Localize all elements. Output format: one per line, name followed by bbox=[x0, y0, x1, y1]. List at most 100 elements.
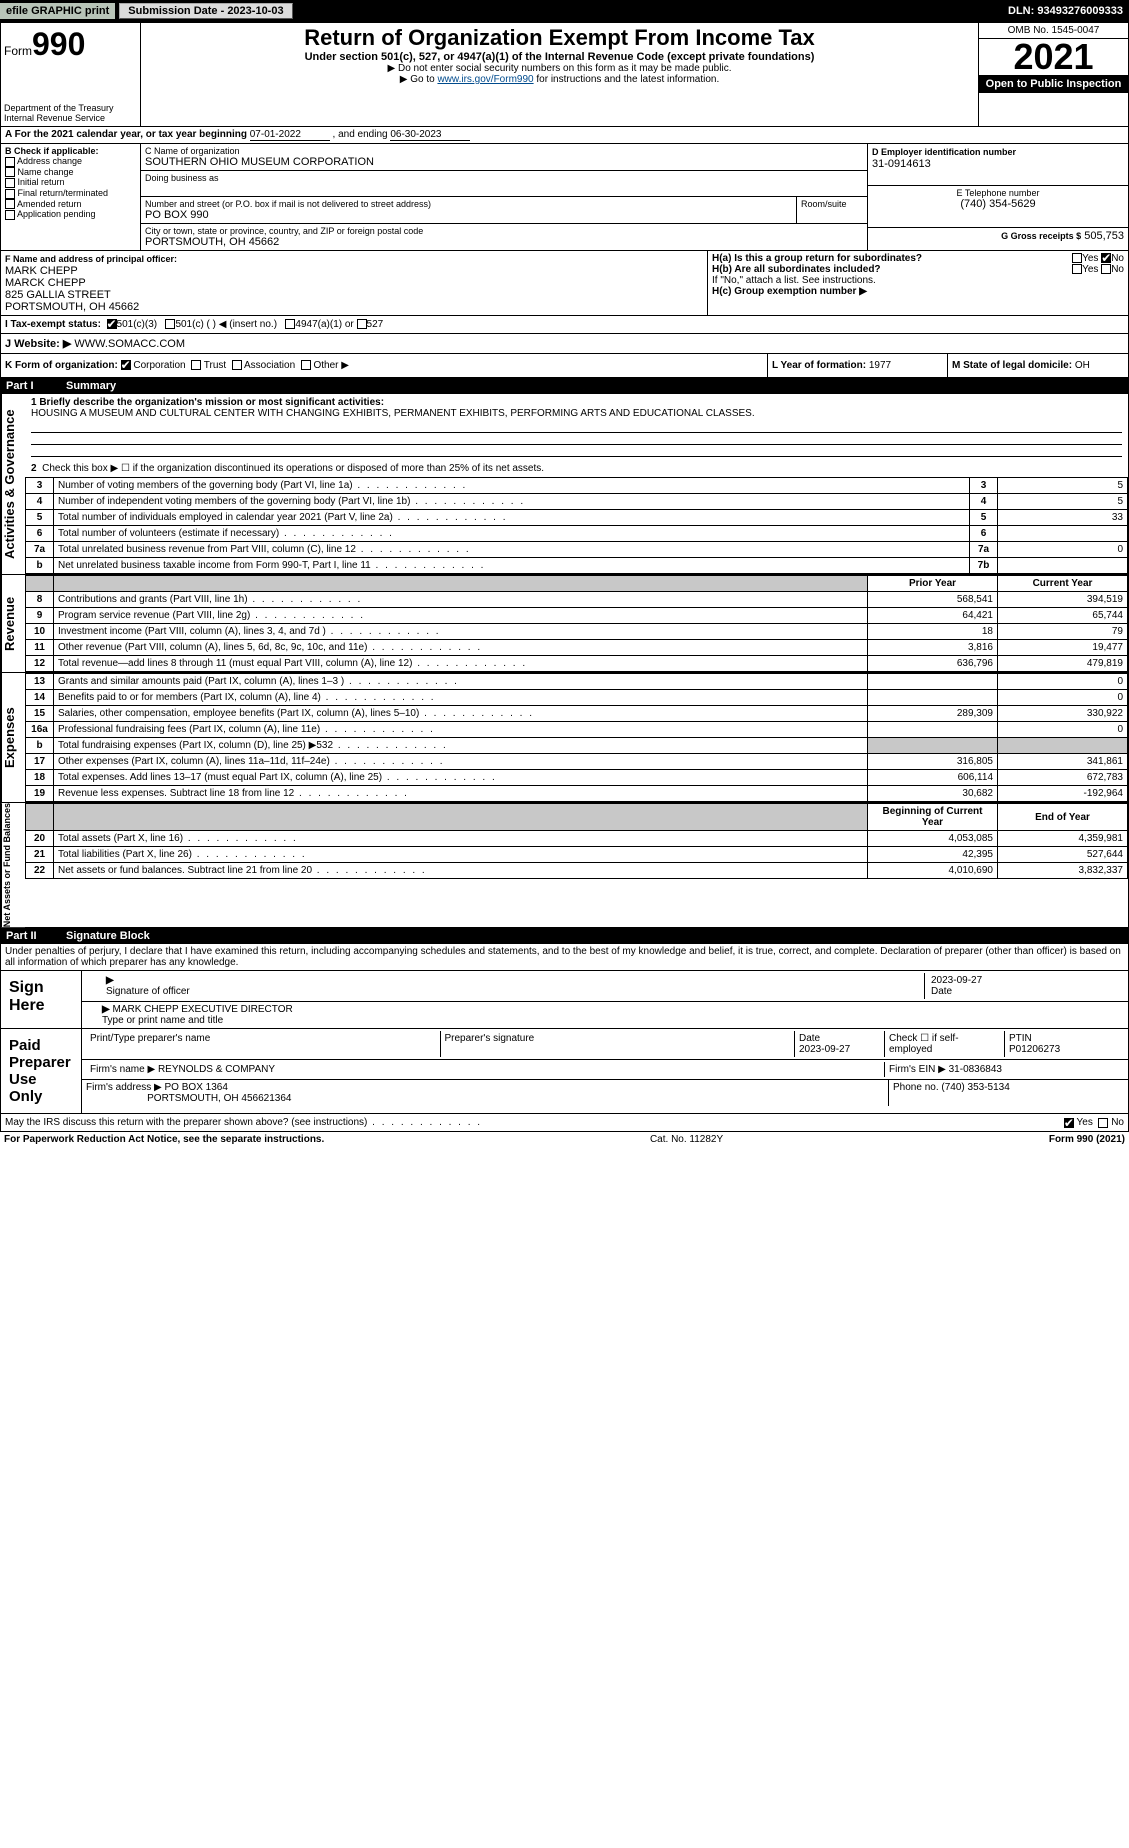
ein-value: 31-0914613 bbox=[872, 158, 1124, 170]
sig-date: 2023-09-27 bbox=[931, 975, 982, 986]
efile-badge: efile GRAPHIC print bbox=[0, 3, 115, 19]
officer-line4: PORTSMOUTH, OH 45662 bbox=[5, 301, 703, 313]
part1-header: Part ISummary bbox=[0, 378, 1129, 394]
paid-preparer-label: Paid Preparer Use Only bbox=[1, 1029, 81, 1113]
501c3-checkbox[interactable] bbox=[107, 319, 117, 329]
sign-here-block: Sign Here ▶Signature of officer 2023-09-… bbox=[0, 971, 1129, 1029]
corp-checkbox[interactable] bbox=[121, 360, 131, 370]
table-row: 3Number of voting members of the governi… bbox=[26, 478, 1128, 494]
box-b-option: Amended return bbox=[5, 199, 136, 210]
phone-value: (740) 354-5629 bbox=[872, 198, 1124, 210]
table-row: 4Number of independent voting members of… bbox=[26, 494, 1128, 510]
ha-label: H(a) Is this a group return for subordin… bbox=[712, 253, 922, 264]
hc-label: H(c) Group exemption number ▶ bbox=[712, 286, 867, 297]
table-row: 8Contributions and grants (Part VIII, li… bbox=[26, 592, 1128, 608]
dept-label: Department of the Treasury bbox=[4, 103, 137, 113]
discuss-yes-checkbox[interactable] bbox=[1064, 1118, 1074, 1128]
penalty-text: Under penalties of perjury, I declare th… bbox=[0, 944, 1129, 971]
table-row: bTotal fundraising expenses (Part IX, co… bbox=[26, 738, 1128, 754]
year-formation: 1977 bbox=[869, 360, 891, 371]
table-row: 16aProfessional fundraising fees (Part I… bbox=[26, 722, 1128, 738]
officer-line2: MARCK CHEPP bbox=[5, 277, 703, 289]
box-m-label: M State of legal domicile: bbox=[952, 360, 1072, 371]
hb-no-checkbox[interactable] bbox=[1101, 264, 1111, 274]
box-c-name-label: C Name of organization bbox=[145, 146, 863, 156]
footer: For Paperwork Reduction Act Notice, see … bbox=[0, 1132, 1129, 1147]
501c-checkbox[interactable] bbox=[165, 319, 175, 329]
expenses-table: 13Grants and similar amounts paid (Part … bbox=[25, 673, 1128, 802]
officer-line1: MARK CHEPP bbox=[5, 265, 703, 277]
table-row: 10Investment income (Part VIII, column (… bbox=[26, 624, 1128, 640]
open-to-public-badge: Open to Public Inspection bbox=[979, 75, 1128, 93]
netassets-table: Beginning of Current YearEnd of Year 20T… bbox=[25, 803, 1128, 879]
header: Form990 Department of the Treasury Inter… bbox=[0, 22, 1129, 127]
room-label: Room/suite bbox=[801, 199, 863, 209]
prep-date: 2023-09-27 bbox=[799, 1044, 850, 1055]
hb-yes-checkbox[interactable] bbox=[1072, 264, 1082, 274]
4947-checkbox[interactable] bbox=[285, 319, 295, 329]
officer-name-title: MARK CHEPP EXECUTIVE DIRECTOR bbox=[112, 1004, 292, 1015]
box-b-option: Initial return bbox=[5, 177, 136, 188]
top-bar: efile GRAPHIC print Submission Date - 20… bbox=[0, 0, 1129, 22]
box-b-option: Name change bbox=[5, 167, 136, 178]
tax-year: 2021 bbox=[979, 39, 1128, 75]
gross-receipts-value: 505,753 bbox=[1084, 230, 1124, 242]
table-row: 19Revenue less expenses. Subtract line 1… bbox=[26, 786, 1128, 802]
street-value: PO BOX 990 bbox=[145, 209, 792, 221]
table-row: 22Net assets or fund balances. Subtract … bbox=[26, 863, 1128, 879]
box-b-option: Final return/terminated bbox=[5, 188, 136, 199]
table-row: 20Total assets (Part X, line 16)4,053,08… bbox=[26, 831, 1128, 847]
other-checkbox[interactable] bbox=[301, 360, 311, 370]
sidebar-expenses: Expenses bbox=[1, 673, 25, 802]
527-checkbox[interactable] bbox=[357, 319, 367, 329]
dln-label: DLN: 93493276009333 bbox=[1008, 5, 1129, 17]
part1-body: Activities & Governance 1 Briefly descri… bbox=[0, 394, 1129, 575]
box-l-label: L Year of formation: bbox=[772, 360, 866, 371]
website-row: J Website: ▶ WWW.SOMACC.COM bbox=[0, 334, 1129, 354]
table-row: 14Benefits paid to or for members (Part … bbox=[26, 690, 1128, 706]
ha-no-checkbox[interactable] bbox=[1101, 253, 1111, 263]
firm-phone: (740) 353-5134 bbox=[941, 1082, 1009, 1093]
hb-label: H(b) Are all subordinates included? bbox=[712, 264, 881, 275]
street-label: Number and street (or P.O. box if mail i… bbox=[145, 199, 792, 209]
paid-preparer-block: Paid Preparer Use Only Print/Type prepar… bbox=[0, 1029, 1129, 1114]
entity-block: B Check if applicable: Address change Na… bbox=[0, 144, 1129, 251]
box-i-label: I Tax-exempt status: bbox=[5, 319, 101, 330]
firm-addr2: PORTSMOUTH, OH 456621364 bbox=[147, 1093, 291, 1104]
table-row: 5Total number of individuals employed in… bbox=[26, 510, 1128, 526]
form-number: Form990 bbox=[4, 26, 137, 63]
klm-row: K Form of organization: Corporation Trus… bbox=[0, 354, 1129, 378]
hb-note: If "No," attach a list. See instructions… bbox=[712, 275, 1124, 286]
box-k-label: K Form of organization: bbox=[5, 360, 118, 371]
discuss-no-checkbox[interactable] bbox=[1098, 1118, 1108, 1128]
discuss-row: May the IRS discuss this return with the… bbox=[0, 1114, 1129, 1132]
box-b-label: B Check if applicable: bbox=[5, 146, 99, 156]
sign-here-label: Sign Here bbox=[1, 971, 81, 1028]
cat-no: Cat. No. 11282Y bbox=[650, 1134, 723, 1145]
assoc-checkbox[interactable] bbox=[232, 360, 242, 370]
period-begin: 07-01-2022 bbox=[250, 129, 330, 141]
mission-text: HOUSING A MUSEUM AND CULTURAL CENTER WIT… bbox=[31, 408, 755, 419]
form-subtitle: Under section 501(c), 527, or 4947(a)(1)… bbox=[147, 51, 972, 63]
box-b-option: Application pending bbox=[5, 209, 136, 220]
city-value: PORTSMOUTH, OH 45662 bbox=[145, 236, 863, 248]
ssn-note: ▶ Do not enter social security numbers o… bbox=[147, 63, 972, 74]
trust-checkbox[interactable] bbox=[191, 360, 201, 370]
period-end: 06-30-2023 bbox=[390, 129, 470, 141]
table-row: 15Salaries, other compensation, employee… bbox=[26, 706, 1128, 722]
phone-label: E Telephone number bbox=[872, 188, 1124, 198]
table-row: 12Total revenue—add lines 8 through 11 (… bbox=[26, 656, 1128, 672]
submission-date-button[interactable]: Submission Date - 2023-10-03 bbox=[119, 3, 292, 19]
box-j-label: J Website: ▶ bbox=[5, 338, 71, 350]
website-value: WWW.SOMACC.COM bbox=[74, 338, 185, 350]
firm-addr1: PO BOX 1364 bbox=[165, 1082, 228, 1093]
irs-link[interactable]: www.irs.gov/Form990 bbox=[437, 74, 533, 85]
goto-note: ▶ Go to www.irs.gov/Form990 for instruct… bbox=[147, 74, 972, 85]
firm-name: REYNOLDS & COMPANY bbox=[158, 1064, 275, 1075]
tax-status-row: I Tax-exempt status: 501(c)(3) 501(c) ( … bbox=[0, 316, 1129, 334]
table-row: 18Total expenses. Add lines 13–17 (must … bbox=[26, 770, 1128, 786]
line2: 2 Check this box ▶ ☐ if the organization… bbox=[25, 460, 1128, 477]
ha-yes-checkbox[interactable] bbox=[1072, 253, 1082, 263]
table-row: 7aTotal unrelated business revenue from … bbox=[26, 542, 1128, 558]
table-row: 11Other revenue (Part VIII, column (A), … bbox=[26, 640, 1128, 656]
